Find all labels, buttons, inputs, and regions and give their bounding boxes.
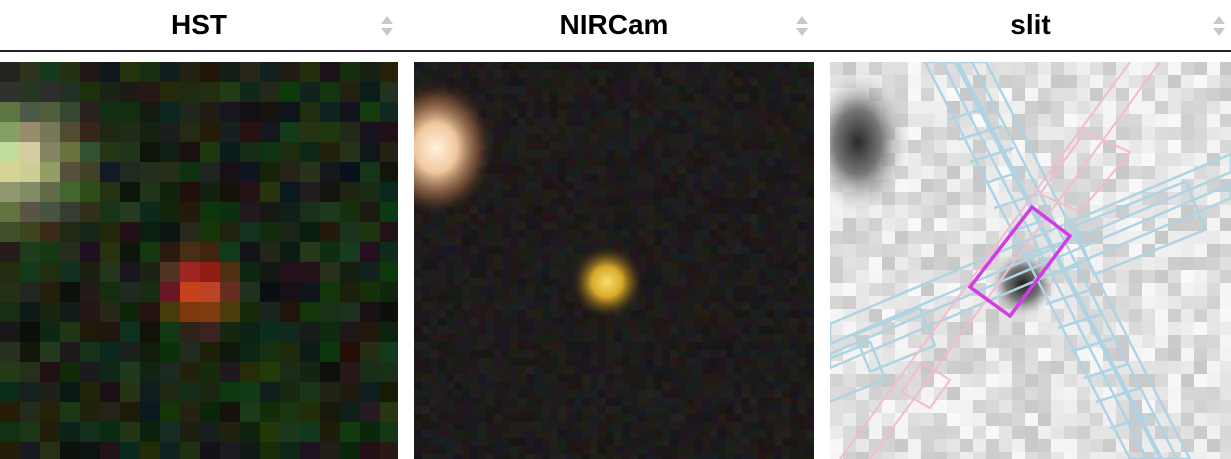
target-source xyxy=(989,250,1057,318)
selected-slit-outline[interactable] xyxy=(967,204,1073,319)
slit-footprint-alt xyxy=(839,62,1161,459)
column-header-hst[interactable]: HST xyxy=(0,0,398,50)
nircam-image-cell xyxy=(414,62,814,459)
column-header-label: NIRCam xyxy=(559,9,669,40)
sort-updown-icon[interactable] xyxy=(380,14,394,38)
column-header-label: HST xyxy=(171,9,227,40)
table-header-row: HST NIRCam slit xyxy=(0,0,1231,52)
nircam-cutout-image xyxy=(414,62,814,459)
hst-image-cell xyxy=(0,62,398,459)
sort-updown-icon[interactable] xyxy=(795,14,809,38)
bright-galaxy xyxy=(414,78,496,218)
slit-cutout-image xyxy=(830,62,1231,459)
column-header-label: slit xyxy=(1010,9,1051,40)
target-source xyxy=(569,244,645,320)
sort-updown-icon[interactable] xyxy=(1212,14,1226,38)
slit-image-cell xyxy=(830,62,1231,459)
column-header-slit[interactable]: slit xyxy=(830,0,1231,50)
column-header-nircam[interactable]: NIRCam xyxy=(414,0,814,50)
bright-galaxy xyxy=(830,70,910,214)
hst-cutout-image xyxy=(0,62,398,459)
slit-footprint-row xyxy=(830,152,1231,404)
